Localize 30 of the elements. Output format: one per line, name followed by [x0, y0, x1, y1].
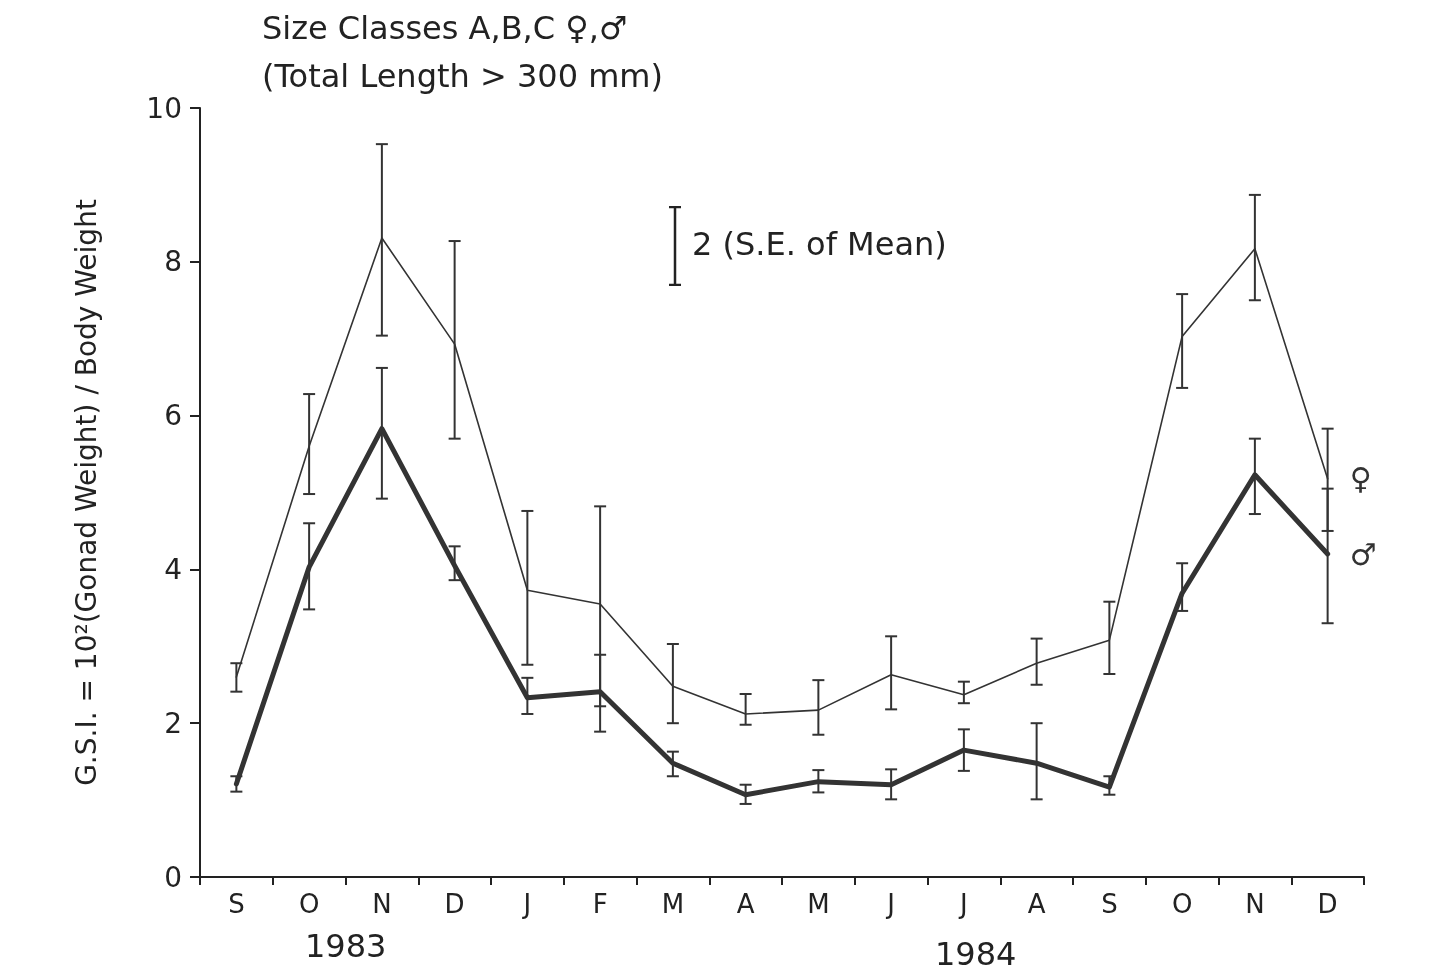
- x-tick-label: A: [736, 889, 755, 919]
- y-tick-label: 10: [146, 91, 182, 125]
- x-tick-label: M: [661, 889, 685, 919]
- x-tick-label: F: [592, 889, 608, 919]
- x-tick-label: M: [807, 889, 830, 919]
- x-tick-label: S: [1101, 889, 1118, 919]
- x-tick-label: O: [298, 889, 320, 919]
- x-tick-label: J: [885, 889, 895, 919]
- text: 1983: [305, 927, 387, 965]
- x-tick-label: D: [444, 889, 465, 919]
- series-label: ♀: [1349, 461, 1372, 497]
- chart-subtitle: (Total Length > 300 mm): [262, 57, 663, 95]
- series-label: ♂: [1349, 536, 1377, 572]
- x-tick-label: N: [1245, 889, 1265, 919]
- y-tick-label: 4: [164, 552, 182, 586]
- y-tick-label: 6: [164, 399, 182, 433]
- x-tick-label: A: [1027, 889, 1046, 919]
- chart-title: Size Classes A,B,C ♀,♂: [262, 9, 628, 47]
- x-tick-label: O: [1171, 889, 1193, 919]
- y-tick-label: 8: [164, 245, 182, 279]
- y-tick-label: 2: [164, 706, 182, 740]
- x-tick-label: J: [521, 889, 532, 919]
- y-tick-label: 0: [164, 860, 182, 894]
- text: 1984: [935, 935, 1017, 973]
- x-tick-label: N: [372, 889, 392, 919]
- x-tick-label: J: [958, 889, 968, 919]
- x-tick-label: S: [228, 889, 245, 919]
- y-axis-title: G.S.I. = 10²(Gonad Weight) / Body Weight: [69, 199, 103, 786]
- x-tick-label: D: [1317, 889, 1338, 919]
- annotation: 2 (S.E. of Mean): [692, 225, 947, 263]
